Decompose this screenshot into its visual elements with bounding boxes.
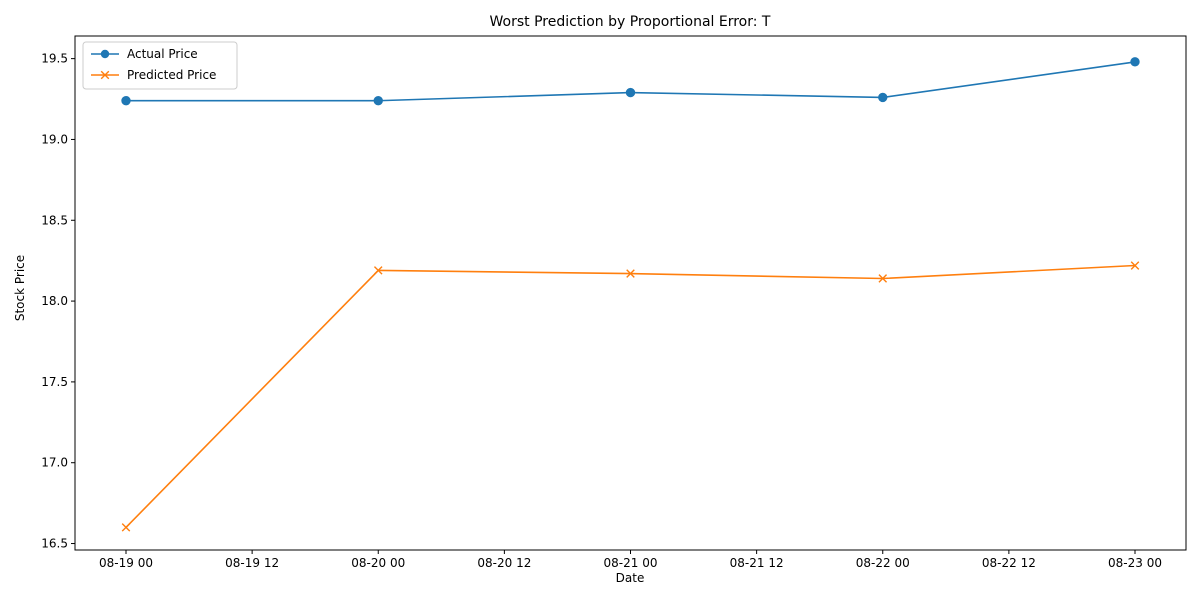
legend-label: Predicted Price	[127, 68, 216, 82]
data-point	[879, 93, 887, 101]
legend-label: Actual Price	[127, 47, 198, 61]
x-tick-label: 08-23 00	[1108, 556, 1162, 570]
x-tick-label: 08-20 00	[351, 556, 405, 570]
y-tick-label: 16.5	[41, 537, 68, 551]
y-tick-label: 18.5	[41, 213, 68, 227]
x-tick-label: 08-22 00	[856, 556, 910, 570]
y-tick-label: 17.0	[41, 456, 68, 470]
series-line-2	[126, 266, 1135, 528]
x-tick-label: 08-20 12	[477, 556, 531, 570]
axis-ticks: 08-19 00 08-19 12 08-20 00 08-20 12 08-21 00…	[41, 52, 1162, 570]
plot-frame	[75, 36, 1186, 550]
x-tick-label: 08-21 12	[730, 556, 784, 570]
x-axis-label: Date	[616, 571, 645, 585]
y-axis-label: Stock Price	[13, 255, 27, 321]
data-point	[626, 88, 634, 96]
data-point	[374, 96, 382, 104]
y-tick-label: 19.0	[41, 132, 68, 146]
series-layer	[122, 58, 1139, 532]
data-point	[122, 96, 130, 104]
x-tick-label: 08-19 12	[225, 556, 279, 570]
y-tick-label: 19.5	[41, 52, 68, 66]
data-point	[122, 524, 130, 532]
chart-title: Worst Prediction by Proportional Error: …	[490, 14, 771, 30]
legend-marker	[101, 50, 109, 58]
y-tick-label: 18.0	[41, 294, 68, 308]
x-tick-label: 08-21 00	[604, 556, 658, 570]
data-point	[1131, 58, 1139, 66]
y-tick-label: 17.5	[41, 375, 68, 389]
legend: Actual Price Predicted Price	[83, 42, 237, 89]
x-tick-label: 08-19 00	[99, 556, 153, 570]
x-tick-label: 08-22 12	[982, 556, 1036, 570]
